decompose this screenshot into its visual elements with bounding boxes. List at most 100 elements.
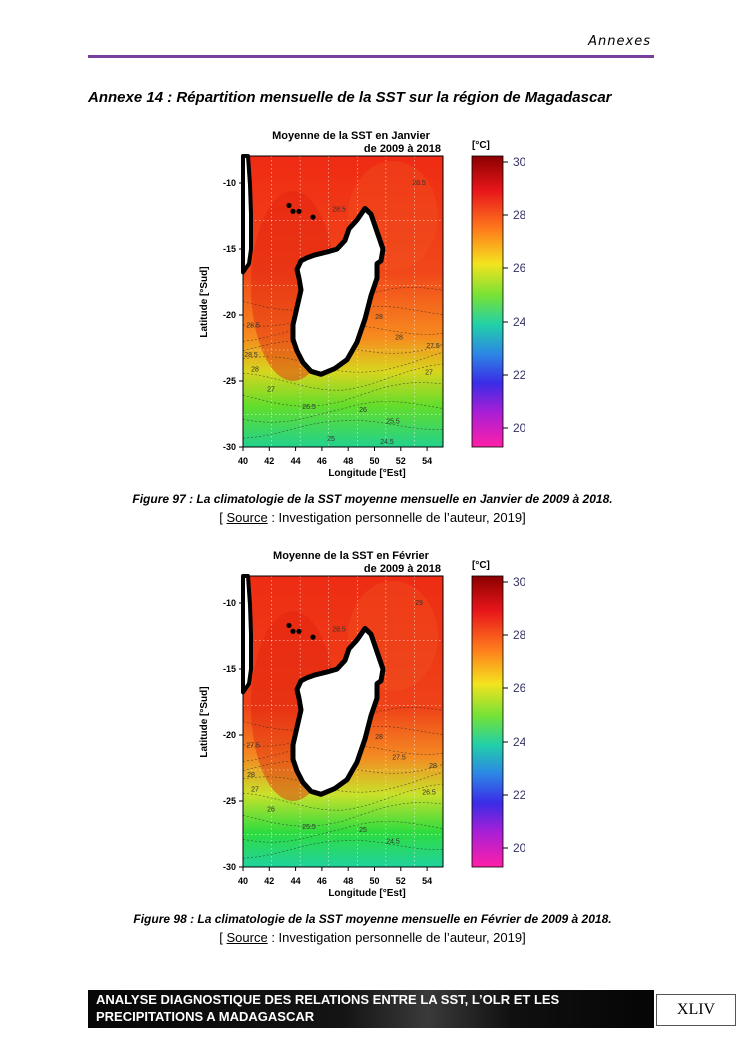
colorbar-tick-label: 20 bbox=[513, 421, 525, 435]
colorbar-tick-label: 22 bbox=[513, 368, 525, 382]
colorbar bbox=[471, 575, 504, 868]
contour-label: 26.5 bbox=[422, 789, 436, 796]
y-tick-label: -20 bbox=[223, 310, 236, 320]
y-tick-label: -25 bbox=[223, 796, 236, 806]
contour-label: 28 bbox=[375, 314, 383, 321]
contour-label: 28 bbox=[375, 734, 383, 741]
contour-label: 27 bbox=[267, 387, 275, 394]
footer-title-line1: ANALYSE DIAGNOSTIQUE DES RELATIONS ENTRE… bbox=[96, 992, 560, 1007]
x-tick-label: 50 bbox=[369, 876, 379, 886]
colorbar-tick-label: 26 bbox=[513, 681, 525, 695]
source-text: : Investigation personnelle de l’auteur,… bbox=[267, 930, 526, 945]
x-axis-label: Longitude [°Est] bbox=[328, 888, 405, 899]
map-subtitle: de 2009 à 2018 bbox=[364, 143, 441, 155]
contour-label: 29 bbox=[415, 600, 423, 607]
y-tick-label: -10 bbox=[223, 178, 236, 188]
contour-label: 28.5 bbox=[332, 206, 346, 213]
contour-label: 28 bbox=[251, 366, 259, 373]
figure-source-98: [ Source : Investigation personnelle de … bbox=[219, 930, 526, 945]
colorbar-tick-label: 24 bbox=[513, 315, 525, 329]
footer-banner: ANALYSE DIAGNOSTIQUE DES RELATIONS ENTRE… bbox=[88, 990, 654, 1028]
page-number: XLIV bbox=[656, 994, 736, 1026]
figure-caption-98: Figure 98 : La climatologie de la SST mo… bbox=[133, 912, 612, 926]
x-tick-label: 54 bbox=[422, 456, 432, 466]
y-tick-label: -15 bbox=[223, 244, 236, 254]
contour-label: 27.5 bbox=[246, 743, 260, 750]
contour-label: 28.5 bbox=[246, 323, 260, 330]
contour-label: 25 bbox=[359, 827, 367, 834]
colorbar-unit: [°C] bbox=[472, 560, 490, 571]
map-title: Moyenne de la SST en Février bbox=[273, 550, 430, 562]
contour-label: 25.5 bbox=[302, 824, 316, 831]
contour-label: 25 bbox=[327, 436, 335, 443]
contour-label: 27.5 bbox=[426, 343, 440, 350]
x-tick-label: 52 bbox=[396, 456, 406, 466]
contour-label: 24.5 bbox=[386, 839, 400, 846]
sst-map-figure-february: Moyenne de la SST en Février de 2009 à 20… bbox=[195, 546, 525, 916]
x-tick-label: 46 bbox=[317, 876, 327, 886]
contour-label: 27 bbox=[251, 786, 259, 793]
x-tick-label: 46 bbox=[317, 456, 327, 466]
source-label: Source bbox=[226, 930, 268, 945]
x-tick-label: 50 bbox=[369, 456, 379, 466]
contour-label: 28.5 bbox=[412, 180, 426, 187]
madagascar-island bbox=[290, 205, 386, 377]
y-axis-label: Latitude [°Sud] bbox=[199, 266, 210, 337]
x-axis-label: Longitude [°Est] bbox=[328, 468, 405, 479]
x-tick-label: 40 bbox=[238, 456, 248, 466]
colorbar-tick-label: 30 bbox=[513, 155, 525, 169]
x-tick-label: 42 bbox=[264, 876, 274, 886]
y-tick-label: -15 bbox=[223, 664, 236, 674]
contour-label: 24.5 bbox=[380, 439, 394, 446]
africa-coast bbox=[241, 574, 253, 695]
footer-title-line2: PRECIPITATIONS A MADAGASCAR bbox=[96, 1009, 315, 1024]
sst-map-figure-january: Moyenne de la SST en Janvier de 2009 à 20… bbox=[195, 126, 525, 496]
y-tick-label: -30 bbox=[223, 862, 236, 872]
contour-label: 28 bbox=[429, 763, 437, 770]
contour-label: 27 bbox=[425, 369, 433, 376]
y-tick-label: -30 bbox=[223, 442, 236, 452]
contour-label: 28.5 bbox=[332, 626, 346, 633]
colorbar-unit: [°C] bbox=[472, 140, 490, 151]
africa-coast bbox=[241, 154, 253, 275]
colorbar-tick-label: 20 bbox=[513, 841, 525, 855]
colorbar bbox=[471, 155, 504, 448]
plot-frame bbox=[242, 155, 444, 448]
contour-label: 28.5 bbox=[244, 352, 258, 359]
annex-title: Annexe 14 : Répartition mensuelle de la … bbox=[88, 89, 612, 106]
x-tick-label: 44 bbox=[291, 876, 301, 886]
contour-label: 28 bbox=[247, 772, 255, 779]
colorbar-tick-label: 22 bbox=[513, 788, 525, 802]
contour-label: 27.5 bbox=[392, 754, 406, 761]
colorbar-tick-label: 24 bbox=[513, 735, 525, 749]
colorbar-tick-label: 28 bbox=[513, 628, 525, 642]
x-tick-label: 48 bbox=[343, 456, 353, 466]
x-tick-label: 54 bbox=[422, 876, 432, 886]
x-tick-label: 52 bbox=[396, 876, 406, 886]
source-text: : Investigation personnelle de l’auteur,… bbox=[267, 510, 526, 525]
y-axis-label: Latitude [°Sud] bbox=[199, 686, 210, 757]
colorbar-tick-label: 26 bbox=[513, 261, 525, 275]
x-tick-label: 48 bbox=[343, 876, 353, 886]
contour-label: 26 bbox=[267, 807, 275, 814]
plot-frame bbox=[242, 575, 444, 868]
map-title: Moyenne de la SST en Janvier bbox=[272, 130, 430, 142]
x-tick-label: 42 bbox=[264, 456, 274, 466]
x-tick-label: 40 bbox=[238, 876, 248, 886]
y-tick-label: -25 bbox=[223, 376, 236, 386]
contour-label: 25.5 bbox=[386, 419, 400, 426]
contour-label: 26 bbox=[359, 407, 367, 414]
madagascar-island bbox=[290, 625, 386, 797]
contour-label: 26.5 bbox=[302, 404, 316, 411]
figure-caption-97: Figure 97 : La climatologie de la SST mo… bbox=[132, 492, 613, 506]
figure-source-97: [ Source : Investigation personnelle de … bbox=[219, 510, 526, 525]
colorbar-tick-label: 30 bbox=[513, 575, 525, 589]
x-tick-label: 44 bbox=[291, 456, 301, 466]
y-tick-label: -10 bbox=[223, 598, 236, 608]
y-tick-label: -20 bbox=[223, 730, 236, 740]
colorbar-tick-label: 28 bbox=[513, 208, 525, 222]
source-label: Source bbox=[226, 510, 268, 525]
running-header: Annexes bbox=[588, 34, 651, 49]
